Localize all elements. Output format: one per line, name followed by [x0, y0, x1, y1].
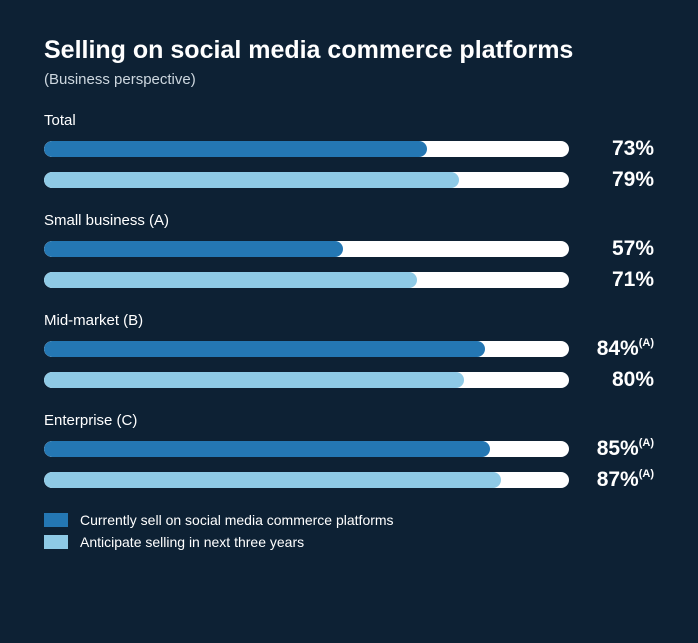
bar-track	[44, 272, 569, 288]
bar-fill	[44, 172, 459, 188]
bar-value-note: (A)	[639, 437, 654, 449]
chart-group: Small business (A) 57% 71%	[44, 212, 654, 292]
bar-value-text: 87%	[597, 468, 639, 491]
bar-fill	[44, 272, 417, 288]
bar-value-text: 79%	[612, 168, 654, 191]
legend-swatch	[44, 535, 68, 549]
legend-swatch	[44, 513, 68, 527]
bar-row: 73%	[44, 137, 654, 161]
bar-value: 79%	[569, 168, 654, 192]
bar-fill	[44, 372, 464, 388]
chart-container: Selling on social media commerce platfor…	[0, 0, 698, 643]
bar-fill	[44, 241, 343, 257]
bar-row: 84%(A)	[44, 337, 654, 361]
bar-value-text: 80%	[612, 368, 654, 391]
bar-row: 57%	[44, 237, 654, 261]
bar-row: 80%	[44, 368, 654, 392]
group-label: Mid-market (B)	[44, 312, 654, 329]
chart-group: Enterprise (C)85%(A)87%(A)	[44, 412, 654, 492]
group-label: Enterprise (C)	[44, 412, 654, 429]
chart-group: Mid-market (B) 84%(A) 80%	[44, 312, 654, 392]
bar-row: 87%(A)	[44, 468, 654, 492]
bar-row: 79%	[44, 168, 654, 192]
chart-subtitle: (Business perspective)	[44, 71, 654, 88]
bar-value: 57%	[569, 237, 654, 261]
bar-value: 80%	[569, 368, 654, 392]
bar-fill	[44, 472, 501, 488]
bar-fill	[44, 141, 427, 157]
bar-track	[44, 472, 569, 488]
bar-track	[44, 241, 569, 257]
bar-row: 85%(A)	[44, 437, 654, 461]
bar-track	[44, 141, 569, 157]
chart-title: Selling on social media commerce platfor…	[44, 36, 654, 65]
bar-value-text: 85%	[597, 437, 639, 460]
bar-value: 71%	[569, 268, 654, 292]
chart-legend: Currently sell on social media commerce …	[44, 512, 654, 550]
bar-track	[44, 341, 569, 357]
chart-groups: Total 73% 79% Small business (A) 57% 71% Mid-m…	[44, 112, 654, 492]
bar-track	[44, 441, 569, 457]
bar-value-note: (A)	[639, 468, 654, 480]
bar-value: 84%(A)	[569, 337, 654, 361]
bar-value-text: 73%	[612, 137, 654, 160]
bar-track	[44, 372, 569, 388]
group-label: Total	[44, 112, 654, 129]
bar-value-text: 71%	[612, 268, 654, 291]
bar-track	[44, 172, 569, 188]
bar-value: 85%(A)	[569, 437, 654, 461]
bar-value-note: (A)	[639, 337, 654, 349]
bar-row: 71%	[44, 268, 654, 292]
bar-fill	[44, 441, 490, 457]
legend-label: Currently sell on social media commerce …	[80, 512, 394, 528]
legend-label: Anticipate selling in next three years	[80, 534, 304, 550]
bar-value-text: 84%	[597, 337, 639, 360]
bar-fill	[44, 341, 485, 357]
bar-value: 87%(A)	[569, 468, 654, 492]
bar-value: 73%	[569, 137, 654, 161]
group-label: Small business (A)	[44, 212, 654, 229]
legend-item: Currently sell on social media commerce …	[44, 512, 654, 528]
chart-group: Total 73% 79%	[44, 112, 654, 192]
bar-value-text: 57%	[612, 237, 654, 260]
legend-item: Anticipate selling in next three years	[44, 534, 654, 550]
